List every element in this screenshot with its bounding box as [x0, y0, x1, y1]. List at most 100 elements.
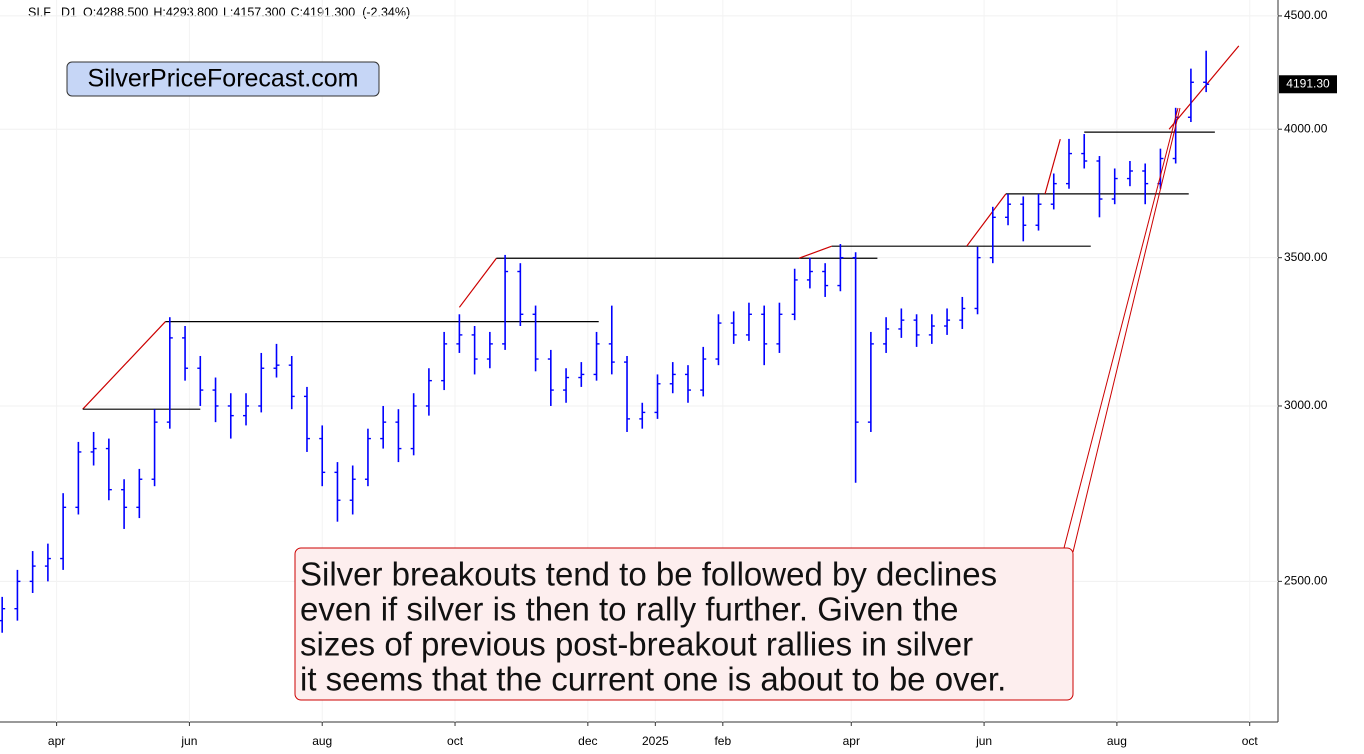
- ohlc-bar: [974, 246, 981, 315]
- ohlc-bar: [944, 308, 951, 335]
- ohlc-bar: [852, 252, 859, 483]
- reference-line: [1168, 45, 1240, 130]
- ohlc-bar: [1035, 193, 1042, 231]
- ohlc-value: H:4293.800: [153, 5, 218, 19]
- callout-pointer: [1063, 107, 1179, 549]
- ohlc-bar: [227, 393, 234, 439]
- interval: D1: [61, 5, 77, 19]
- ohlc-bar: [928, 314, 935, 344]
- ohlc-bar: [578, 362, 585, 387]
- x-tick-label: oct: [447, 734, 464, 748]
- ohlc-bar: [334, 462, 341, 522]
- reference-lines: [82, 45, 1240, 410]
- x-tick-label: aug: [312, 734, 332, 748]
- y-tick-label: 2500.00: [1284, 574, 1328, 588]
- ohlc-bar: [212, 377, 219, 423]
- ohlc-bar: [425, 368, 432, 416]
- x-tick-label: oct: [1242, 734, 1259, 748]
- ohlc-bar: [456, 314, 463, 353]
- ohlc-bar: [883, 317, 890, 353]
- callout-line: it seems that the current one is about t…: [300, 661, 1006, 698]
- ohlc-bar: [502, 254, 509, 350]
- ohlc-bar: [90, 431, 97, 466]
- ohlc-bar: [410, 393, 417, 456]
- ohlc-bar: [791, 268, 798, 321]
- ohlc-bar: [60, 493, 67, 570]
- ohlc-bar: [303, 386, 310, 452]
- x-tick-label: jun: [180, 734, 197, 748]
- ohlc-value: C:4191.300: [291, 5, 356, 19]
- reference-line: [1044, 138, 1061, 195]
- ohlc-bar: [121, 479, 128, 529]
- x-tick-label: jun: [975, 734, 992, 748]
- ohlc-bar: [669, 362, 676, 394]
- ohlc-bar: [273, 343, 280, 378]
- ohlc-bar: [532, 305, 539, 372]
- x-tick-label: apr: [48, 734, 65, 748]
- ohlc-bar: [380, 405, 387, 449]
- ohlc-bar: [182, 326, 189, 381]
- ohlc-bar: [0, 596, 6, 633]
- y-tick-label: 3500.00: [1284, 250, 1328, 264]
- ohlc-bar: [547, 349, 554, 406]
- reference-line: [458, 257, 497, 308]
- reference-line: [798, 245, 832, 259]
- ohlc-bar: [44, 543, 51, 582]
- ohlc-bar: [1081, 134, 1088, 169]
- ohlc-bar: [136, 468, 143, 519]
- ohlc-bar: [197, 355, 204, 406]
- ohlc-bar: [1096, 156, 1103, 218]
- ohlc-bar: [1203, 50, 1210, 93]
- change: (-2.34%): [362, 5, 410, 19]
- ohlc-bar: [1005, 193, 1012, 226]
- ohlc-bar: [105, 438, 112, 501]
- x-tick-label: feb: [714, 734, 731, 748]
- ohlc-bar: [822, 263, 829, 297]
- ohlc-bar: [654, 374, 661, 419]
- ohlc-bar: [1187, 68, 1194, 123]
- ohlc-bar: [639, 402, 646, 429]
- callout-pointer: [1072, 107, 1181, 553]
- ohlc-bar: [624, 355, 631, 432]
- ohlc-bar: [441, 331, 448, 391]
- ohlc-value: L:4157.300: [223, 5, 286, 19]
- last-price: 4191.30: [1286, 76, 1330, 90]
- reference-line: [966, 193, 1007, 247]
- ohlc-bar: [837, 244, 844, 292]
- callout-box: [294, 547, 1074, 701]
- ohlc-bar: [395, 409, 402, 463]
- ohlc-bar: [1111, 168, 1118, 205]
- ohlc-bar: [563, 368, 570, 403]
- ohlc-bar: [75, 441, 82, 515]
- ohlc-bar: [288, 355, 295, 410]
- ohlc-bar: [258, 352, 265, 413]
- ohlc-bar: [243, 393, 250, 426]
- x-tick-label: aug: [1107, 734, 1127, 748]
- ohlc-bar: [608, 305, 615, 375]
- ohlc-bar: [1020, 196, 1027, 242]
- watermark: SilverPriceForecast.com: [88, 65, 359, 93]
- ohlc-bar: [486, 331, 493, 369]
- ohlc-bar: [989, 206, 996, 264]
- ohlc-bar: [471, 326, 478, 375]
- watermark-box: [66, 61, 380, 97]
- ohlc-bar: [776, 302, 783, 353]
- ohlc-bar: [151, 409, 158, 487]
- ohlc-bar: [517, 263, 524, 327]
- ohlc-bar: [806, 257, 813, 289]
- ohlc-bar: [745, 302, 752, 341]
- ohlc-bar: [1126, 160, 1133, 187]
- y-tick-label: 3000.00: [1284, 398, 1328, 412]
- y-tick-label: 4000.00: [1284, 121, 1328, 135]
- ohlc-bar: [730, 311, 737, 344]
- callout-line: even if silver is then to rally further.…: [300, 591, 958, 628]
- ohlc-bar: [1142, 163, 1149, 205]
- ohlc-bar: [898, 308, 905, 338]
- y-tick-label: 4500.00: [1284, 8, 1328, 22]
- ohlc-bar: [319, 425, 326, 487]
- bars: [0, 50, 1210, 633]
- last-price-box: [1279, 75, 1337, 94]
- ohlc-bar: [684, 365, 691, 403]
- ohlc-header: O:4288.500 H:4293.800 L:4157.300 C:4191.300…: [83, 5, 410, 19]
- ohlc-bar: [700, 346, 707, 397]
